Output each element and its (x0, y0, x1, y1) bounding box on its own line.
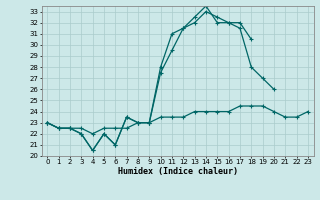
X-axis label: Humidex (Indice chaleur): Humidex (Indice chaleur) (118, 167, 237, 176)
